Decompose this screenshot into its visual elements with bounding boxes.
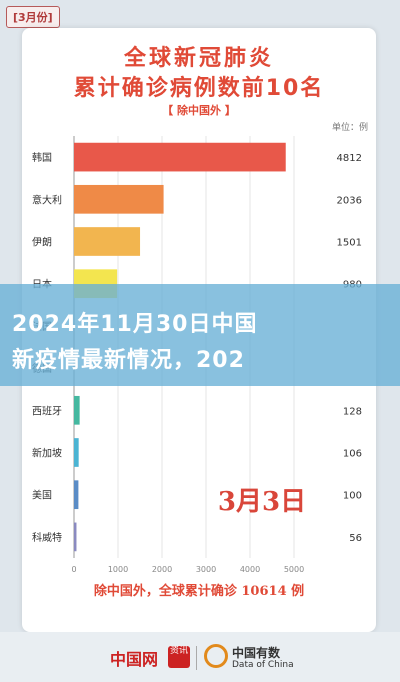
category-label: 意大利 [32, 193, 62, 206]
x-tick-label: 1000 [108, 565, 128, 574]
chart-title-line1: 全球新冠肺炎 [123, 46, 274, 71]
chart-subtitle: 【 除中国外 】 [162, 104, 236, 117]
month-tag: [3月份] [6, 6, 60, 28]
bar [74, 227, 141, 256]
category-label: 科威特 [32, 531, 62, 544]
data-of-china-icon [204, 644, 228, 668]
x-tick-label: 2000 [152, 565, 172, 574]
logo-band [0, 632, 400, 682]
x-tick-label: 4000 [240, 565, 260, 574]
category-label: 美国 [32, 489, 52, 502]
data-of-china-subtitle: Data of China [232, 660, 294, 670]
x-tick-label: 5000 [284, 565, 304, 574]
value-label: 2036 [337, 195, 362, 206]
unit-label: 单位：例 [331, 123, 368, 133]
headline-line1: 2024年11月30日中国 [12, 312, 258, 337]
bar [74, 142, 286, 172]
value-label: 4812 [337, 153, 362, 164]
category-label: 伊朗 [32, 237, 52, 249]
bar [74, 184, 164, 214]
logo-divider [196, 646, 197, 670]
headline-overlay: 2024年11月30日中国 新疫情最新情况，202 [0, 284, 400, 386]
date-stamp: 3月3日 [218, 487, 306, 517]
x-tick-label: 0 [71, 565, 76, 574]
bar [74, 395, 80, 425]
zixun-logo: 资讯 [168, 646, 190, 668]
footer-note: 除中国外，全球累计确诊 10614 例 [93, 584, 305, 599]
value-label: 56 [349, 533, 362, 544]
value-label: 100 [343, 491, 362, 502]
value-label: 128 [343, 406, 362, 417]
data-of-china-title: 中国有数 [232, 646, 281, 660]
chart-title-line2: 累计确诊病例数前10名 [73, 76, 325, 101]
china-net-logo: 中国网 [110, 650, 159, 669]
category-label: 韩国 [32, 151, 52, 164]
bar [74, 480, 79, 510]
headline-line2: 新疫情最新情况，202 [12, 348, 245, 373]
value-label: 106 [343, 449, 362, 460]
bar-chart: 0 1000 2000 3000 4000 5000 韩国 4812 意大利 2036 伊朗 1501… [32, 136, 362, 574]
bar [74, 438, 79, 467]
x-tick-label: 3000 [196, 565, 216, 574]
logo-area: 中国网 资讯 中国有数 Data of China [0, 640, 400, 680]
value-label: 1501 [337, 238, 362, 249]
category-label: 西班牙 [32, 405, 62, 417]
bar [74, 522, 77, 552]
category-label: 新加坡 [32, 447, 62, 460]
